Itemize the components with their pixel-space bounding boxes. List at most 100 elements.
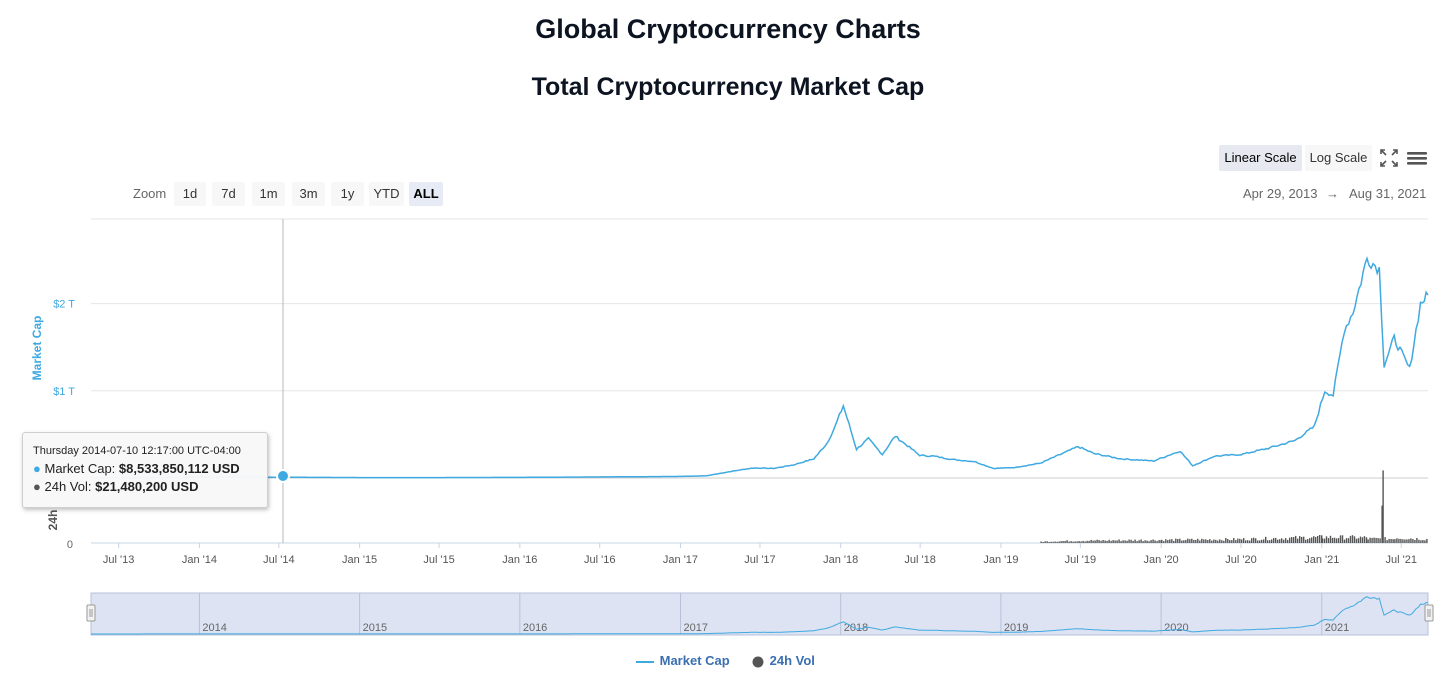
volume-bar <box>1235 540 1237 543</box>
zoom-1m-button[interactable]: 1m <box>252 182 285 206</box>
zoom-ytd-button[interactable]: YTD <box>369 182 404 206</box>
volume-bar <box>1116 540 1118 543</box>
volume-bar <box>1398 538 1400 543</box>
volume-bar <box>1355 538 1358 543</box>
volume-bar <box>1096 539 1098 543</box>
bullet-icon: ● <box>33 479 41 494</box>
zoom-7d-button[interactable]: 7d <box>212 182 245 206</box>
volume-bar <box>1209 539 1211 543</box>
fullscreen-icon[interactable] <box>1376 145 1402 171</box>
hover-marker <box>276 469 290 483</box>
navigator-tick-label: 2020 <box>1164 622 1188 634</box>
volume-bar <box>1271 539 1273 543</box>
volume-bar <box>1251 538 1253 543</box>
volume-bar <box>1285 538 1287 543</box>
zoom-1d-button[interactable]: 1d <box>174 182 206 206</box>
volume-bar <box>1233 538 1235 543</box>
volume-bar <box>1273 538 1275 543</box>
x-tick-label: Jan '20 <box>1144 554 1179 566</box>
volume-bar <box>1100 540 1102 543</box>
volume-bar <box>1261 539 1263 543</box>
x-tick-label: Jan '18 <box>823 554 858 566</box>
volume-bar <box>1169 539 1171 543</box>
volume-bar <box>1070 541 1072 543</box>
volume-bar <box>1384 537 1386 543</box>
log-scale-button[interactable]: Log Scale <box>1305 145 1372 171</box>
zoom-3m-button[interactable]: 3m <box>292 182 325 206</box>
volume-bar <box>1195 539 1197 543</box>
volume-bar <box>1410 538 1412 543</box>
x-tick-label: Jan '19 <box>983 554 1018 566</box>
volume-bar <box>1114 540 1116 543</box>
volume-bar <box>1305 539 1307 543</box>
volume-bar <box>1275 537 1277 543</box>
volume-bar <box>1321 538 1324 543</box>
volume-bar <box>1158 540 1160 543</box>
volume-bar <box>1371 537 1373 543</box>
volume-bar <box>1082 540 1084 543</box>
market-cap-line[interactable] <box>91 255 1429 479</box>
volume-bar <box>1163 541 1165 543</box>
volume-bar <box>1199 540 1201 543</box>
volume-bar <box>1381 505 1383 543</box>
tooltip-market-cap-value: $8,533,850,112 USD <box>118 461 240 476</box>
x-tick-label: Jul '17 <box>744 554 775 566</box>
volume-bar <box>1173 540 1175 543</box>
y-tick-label: $2 T <box>53 299 75 311</box>
volume-bar <box>1104 540 1106 543</box>
volume-bar <box>1207 540 1209 543</box>
tooltip-volume-value: $21,480,200 USD <box>95 479 199 494</box>
navigator-tick-label: 2019 <box>1004 622 1028 634</box>
y-axis-label: Market Cap <box>30 316 44 381</box>
volume-bar <box>1412 539 1414 543</box>
volume-bar <box>1422 540 1424 543</box>
volume-bar <box>1128 539 1130 543</box>
volume-bar <box>1181 540 1183 543</box>
volume-bar <box>1343 539 1346 543</box>
menu-icon[interactable] <box>1404 145 1430 171</box>
linear-scale-button[interactable]: Linear Scale <box>1219 145 1302 171</box>
legend-volume[interactable]: 24h Vol <box>752 653 815 669</box>
volume-bar <box>1263 539 1265 543</box>
navigator-handle-right[interactable] <box>1424 604 1434 622</box>
volume-bar <box>1229 540 1231 543</box>
legend-market-cap[interactable]: Market Cap <box>636 653 730 668</box>
volume-bar <box>1211 540 1213 543</box>
chart-title: Total Cryptocurrency Market Cap <box>531 73 925 101</box>
volume-bar <box>1303 536 1305 543</box>
volume-bar <box>1373 537 1375 543</box>
volume-bar <box>1313 536 1315 543</box>
volume-bar <box>1221 540 1223 543</box>
volume-bar <box>1191 538 1193 543</box>
volume-bar <box>1175 538 1177 543</box>
volume-bar <box>1361 537 1364 543</box>
volume-bar <box>1046 541 1048 543</box>
zoom-1y-button[interactable]: 1y <box>331 182 364 206</box>
zoom-all-button[interactable]: ALL <box>409 182 443 206</box>
volume-bar <box>1126 540 1128 543</box>
volume-bar <box>1249 540 1251 543</box>
volume-bar <box>1388 538 1390 543</box>
volume-bar <box>1223 540 1225 543</box>
volume-bar <box>1311 537 1313 543</box>
volume-bar <box>1257 540 1259 543</box>
volume-bar <box>1134 539 1136 543</box>
volume-bar <box>1058 541 1060 543</box>
volume-bar <box>1402 539 1404 543</box>
volume-bar <box>1183 540 1185 543</box>
navigator-selection[interactable] <box>90 592 1429 636</box>
range-arrow: → <box>1326 186 1339 201</box>
navigator-handle-left[interactable] <box>86 604 96 622</box>
volume-bar <box>1259 540 1261 543</box>
volume-bar <box>1347 538 1350 543</box>
volume-bar <box>1040 541 1042 543</box>
volume-bar <box>1219 539 1221 543</box>
y2-tick-label: 0 <box>67 539 73 551</box>
volume-bar <box>1377 538 1379 543</box>
volume-bar <box>1295 535 1297 543</box>
volume-bar <box>1144 540 1146 543</box>
range-from[interactable]: Apr 29, 2013 <box>1243 186 1318 201</box>
volume-bar <box>1277 539 1279 543</box>
range-to[interactable]: Aug 31, 2021 <box>1349 186 1427 201</box>
